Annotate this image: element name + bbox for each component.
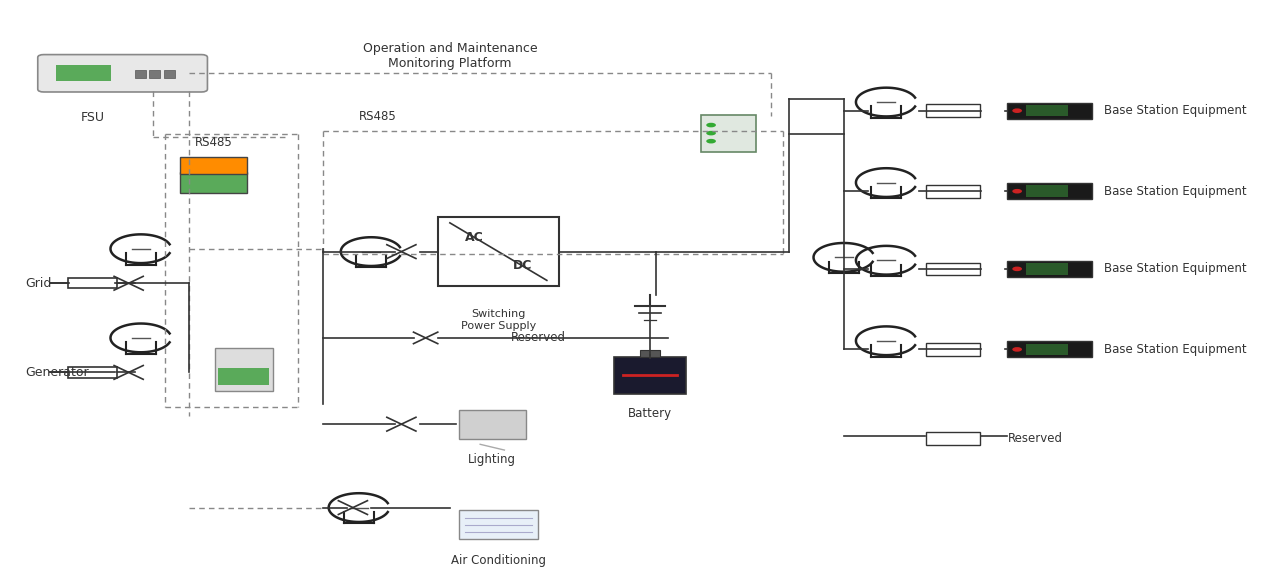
Bar — [1025, 186, 1068, 197]
Bar — [164, 70, 175, 78]
Text: DC: DC — [513, 260, 532, 272]
Text: Battery: Battery — [628, 407, 671, 420]
Bar — [56, 65, 112, 81]
Bar — [69, 278, 117, 288]
Bar — [925, 262, 980, 275]
Bar — [459, 510, 538, 539]
FancyBboxPatch shape — [38, 54, 207, 92]
Circle shape — [707, 123, 716, 127]
Text: Lighting: Lighting — [468, 453, 516, 466]
Bar — [1025, 344, 1068, 355]
Circle shape — [707, 131, 716, 135]
Text: Base Station Equipment: Base Station Equipment — [1104, 185, 1247, 198]
Bar — [1008, 103, 1093, 118]
Bar — [1008, 261, 1093, 277]
Text: RS485: RS485 — [194, 136, 232, 149]
Bar — [1025, 105, 1068, 116]
Text: Reserved: Reserved — [510, 331, 566, 344]
Text: Switching
Power Supply: Switching Power Supply — [461, 309, 536, 331]
Bar — [69, 367, 117, 377]
Bar — [925, 185, 980, 198]
Bar — [925, 432, 980, 445]
Bar — [1025, 263, 1068, 275]
Text: Generator: Generator — [25, 366, 89, 379]
Text: Reserved: Reserved — [1008, 432, 1062, 445]
Text: Air Conditioning: Air Conditioning — [450, 554, 546, 566]
Bar — [180, 172, 247, 192]
Bar — [1008, 183, 1093, 199]
Text: Grid: Grid — [25, 277, 52, 290]
Text: Operation and Maintenance
Monitoring Platform: Operation and Maintenance Monitoring Pla… — [363, 42, 537, 70]
Text: FSU: FSU — [80, 110, 104, 124]
Bar — [218, 368, 269, 386]
Bar — [438, 217, 558, 286]
Circle shape — [1013, 189, 1022, 194]
Text: AC: AC — [464, 231, 483, 244]
Bar — [180, 157, 247, 174]
Bar — [135, 70, 146, 78]
Bar — [613, 357, 687, 394]
Bar — [702, 115, 756, 153]
Circle shape — [1013, 347, 1022, 351]
Bar — [640, 350, 660, 357]
Bar — [925, 343, 980, 355]
Bar — [1008, 342, 1093, 357]
Bar — [150, 70, 160, 78]
Text: Base Station Equipment: Base Station Equipment — [1104, 343, 1247, 356]
Circle shape — [1013, 266, 1022, 271]
Bar — [459, 410, 525, 439]
Text: Base Station Equipment: Base Station Equipment — [1104, 104, 1247, 117]
Bar — [925, 105, 980, 117]
Circle shape — [1013, 109, 1022, 113]
Circle shape — [707, 139, 716, 143]
Text: RS485: RS485 — [359, 110, 397, 123]
Text: Base Station Equipment: Base Station Equipment — [1104, 262, 1247, 275]
Bar — [214, 348, 273, 391]
